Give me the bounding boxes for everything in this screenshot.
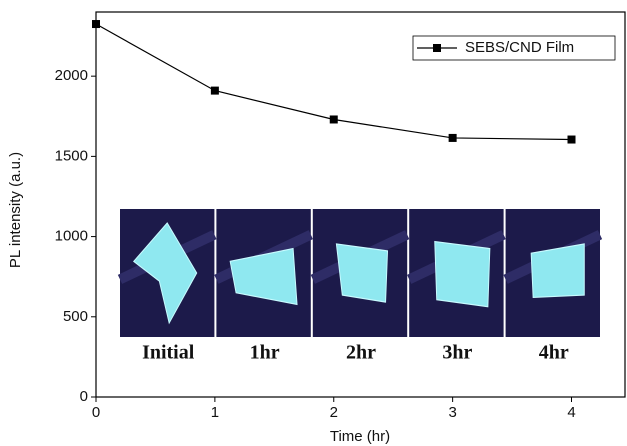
film-sample — [530, 243, 585, 299]
y-axis-label: PL intensity (a.u.) — [7, 152, 24, 268]
inset-label: Initial — [142, 342, 195, 364]
x-tick-label: 2 — [330, 404, 338, 421]
x-tick-label: 0 — [92, 404, 100, 421]
inset-label: 2hr — [346, 342, 376, 364]
data-point — [567, 135, 576, 144]
data-point — [92, 20, 100, 29]
film-sample — [434, 240, 491, 308]
inset-photo — [407, 209, 506, 337]
legend-label: SEBS/CND Film — [465, 39, 574, 56]
inset-photo — [503, 209, 603, 337]
x-tick-label: 4 — [567, 404, 575, 421]
inset-label: 4hr — [539, 342, 569, 364]
data-point — [329, 115, 338, 124]
legend-marker — [433, 44, 441, 52]
film-sample — [335, 243, 389, 303]
y-tick-label: 0 — [80, 388, 88, 405]
inset-photo — [214, 209, 313, 337]
inset-label: 1hr — [250, 342, 280, 364]
x-tick-label: 1 — [211, 404, 219, 421]
inset-photo — [310, 209, 410, 337]
film-sample — [132, 222, 198, 325]
inset-label: 3hr — [442, 342, 472, 364]
x-axis-label: Time (hr) — [330, 428, 390, 445]
x-tick-label: 3 — [448, 404, 456, 421]
plot-frame — [95, 11, 626, 398]
inset-photo — [117, 209, 217, 337]
y-tick-label: 2000 — [55, 67, 88, 84]
data-point — [210, 86, 219, 95]
y-tick-label: 1000 — [55, 228, 88, 245]
y-tick-label: 500 — [63, 308, 88, 325]
film-sample — [229, 247, 298, 306]
y-tick-label: 1500 — [55, 147, 88, 164]
data-point — [448, 133, 457, 142]
